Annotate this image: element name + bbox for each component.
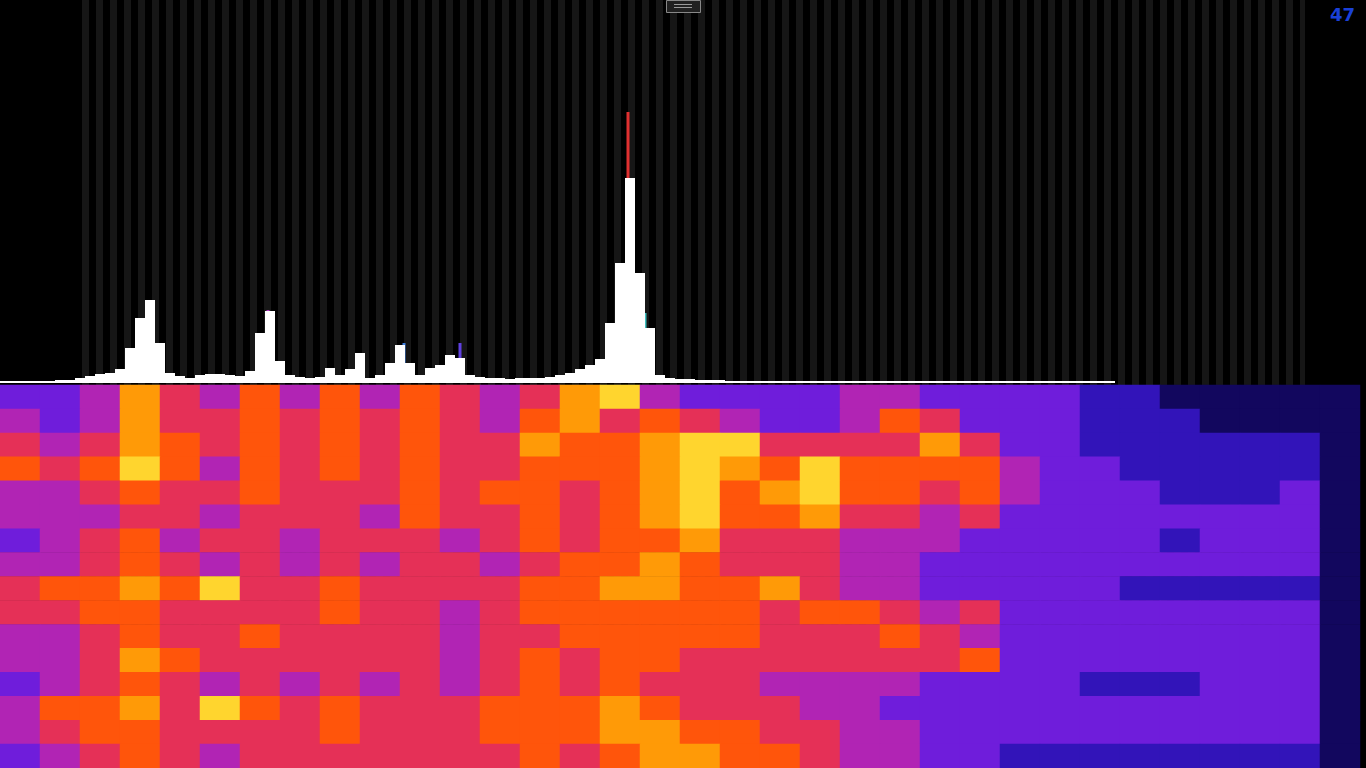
svg-text:47: 47 (1330, 4, 1355, 25)
